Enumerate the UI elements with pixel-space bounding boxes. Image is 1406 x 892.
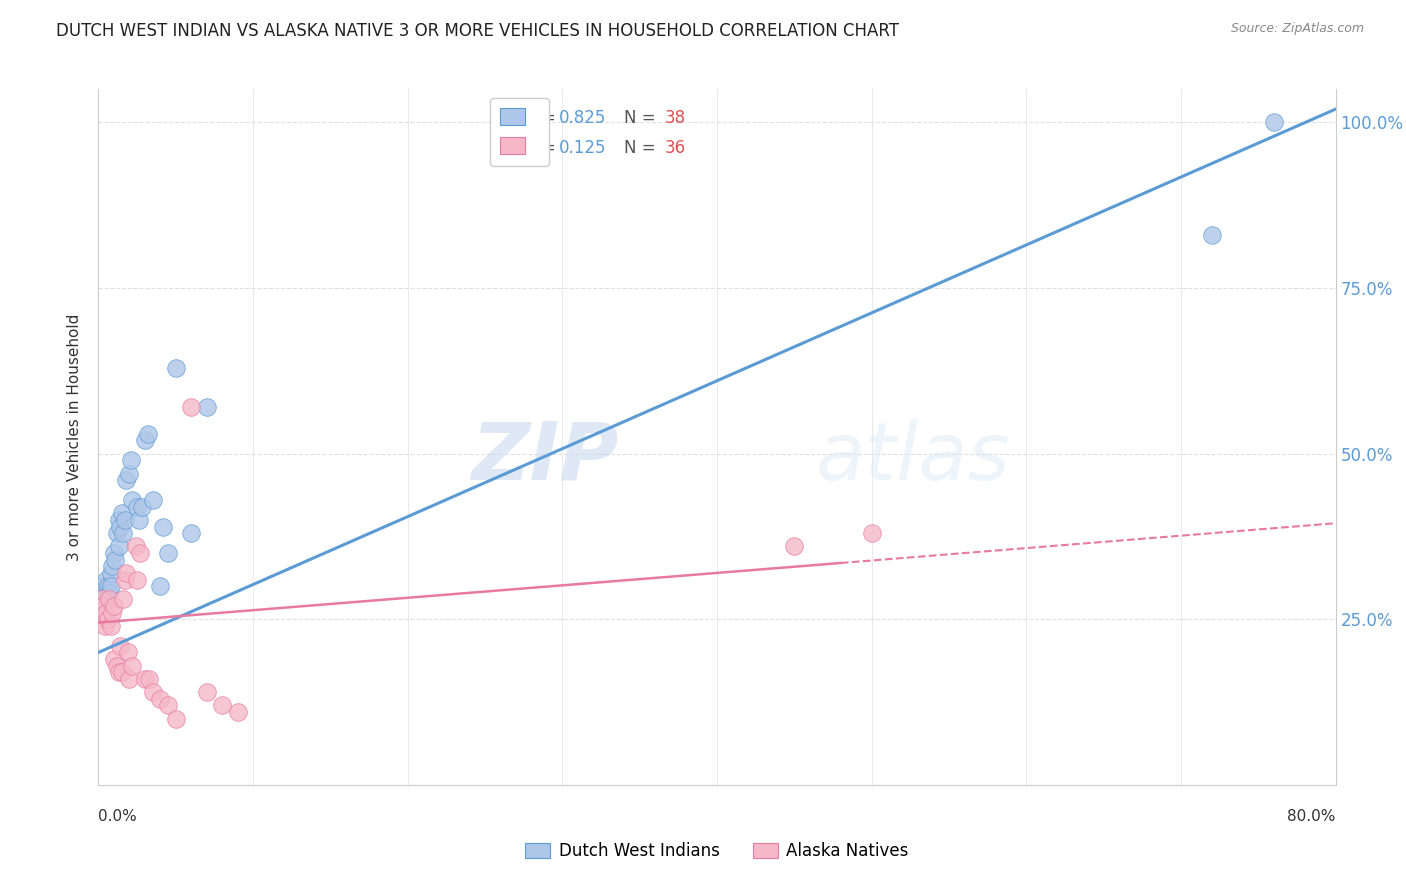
Point (101, 559, 124, 574)
Point (101, 606, 124, 620)
Point (91, 599, 114, 613)
Text: Source: ZipAtlas.com: Source: ZipAtlas.com (1230, 22, 1364, 36)
Point (157, 698, 180, 713)
Point (152, 519, 174, 533)
Point (134, 672, 156, 686)
Point (114, 573, 136, 587)
Point (131, 500, 153, 514)
Point (97, 579, 120, 593)
Point (100, 579, 122, 593)
Point (226, 705, 249, 719)
Point (134, 434, 156, 448)
Point (783, 540, 806, 554)
Text: atlas: atlas (815, 419, 1011, 497)
Point (96, 586, 118, 600)
Point (120, 453, 142, 467)
Text: R =: R = (526, 110, 555, 128)
Point (1263, 115, 1285, 129)
Point (103, 652, 125, 666)
Point (860, 526, 883, 541)
Point (121, 658, 143, 673)
Point (103, 599, 125, 613)
Legend: Dutch West Indians, Alaska Natives: Dutch West Indians, Alaska Natives (519, 836, 915, 867)
Point (103, 546, 125, 560)
Text: ZIP: ZIP (471, 419, 619, 497)
Point (107, 665, 129, 680)
Point (124, 540, 146, 554)
Point (89, 592, 111, 607)
Point (93, 592, 115, 607)
Text: DUTCH WEST INDIAN VS ALASKA NATIVE 3 OR MORE VEHICLES IN HOUSEHOLD CORRELATION C: DUTCH WEST INDIAN VS ALASKA NATIVE 3 OR … (56, 22, 900, 40)
Text: 0.125: 0.125 (558, 139, 606, 157)
Point (149, 691, 172, 706)
Point (93, 619, 115, 633)
Point (195, 401, 218, 415)
Point (115, 566, 138, 580)
Point (100, 566, 122, 580)
Point (96, 573, 118, 587)
Point (1201, 227, 1223, 242)
Point (98, 586, 121, 600)
Point (97, 612, 120, 626)
Point (108, 519, 131, 533)
Point (90, 579, 112, 593)
Point (104, 552, 127, 566)
Point (107, 513, 129, 527)
Point (107, 540, 129, 554)
Point (142, 493, 165, 508)
Text: 36: 36 (665, 139, 686, 157)
Point (100, 619, 122, 633)
Text: 0.0%: 0.0% (98, 809, 138, 823)
Text: 0.825: 0.825 (558, 110, 606, 128)
Point (180, 526, 202, 541)
Point (157, 546, 180, 560)
Text: N =: N = (624, 110, 655, 128)
Point (118, 672, 141, 686)
Point (128, 513, 150, 527)
Point (142, 685, 165, 699)
Point (138, 672, 160, 686)
Point (118, 467, 141, 481)
Point (98, 592, 121, 607)
Point (165, 712, 187, 726)
Text: R =: R = (526, 139, 555, 157)
Point (180, 401, 202, 415)
Point (114, 513, 136, 527)
Y-axis label: 3 or more Vehicles in Household: 3 or more Vehicles in Household (67, 313, 83, 561)
Point (127, 573, 149, 587)
Text: 80.0%: 80.0% (1288, 809, 1336, 823)
Point (111, 665, 134, 680)
Point (129, 546, 152, 560)
Text: 38: 38 (665, 110, 686, 128)
Point (91, 599, 114, 613)
Point (117, 645, 139, 659)
Point (112, 526, 135, 541)
Point (136, 426, 159, 441)
Point (96, 606, 118, 620)
Point (89, 612, 111, 626)
Point (127, 500, 149, 514)
Point (112, 592, 135, 607)
Text: N =: N = (624, 139, 655, 157)
Point (105, 658, 128, 673)
Point (149, 579, 172, 593)
Point (90, 592, 112, 607)
Point (195, 685, 218, 699)
Point (121, 493, 143, 508)
Point (105, 526, 128, 541)
Point (108, 639, 131, 653)
Point (111, 506, 134, 520)
Point (211, 698, 233, 713)
Point (165, 360, 187, 375)
Point (115, 473, 138, 487)
